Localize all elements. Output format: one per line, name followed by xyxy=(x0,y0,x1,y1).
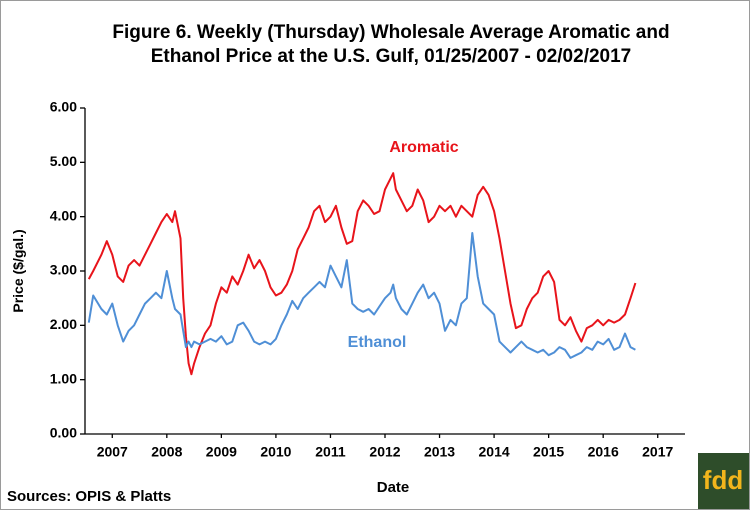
y-tick-label: 1.00 xyxy=(50,370,77,386)
logo-text: fdd xyxy=(703,465,743,495)
x-axis-label: Date xyxy=(377,479,410,496)
chart-subtitle: Ethanol Price at the U.S. Gulf, 01/25/20… xyxy=(151,46,632,67)
y-tick-label: 4.00 xyxy=(50,207,77,223)
y-tick-label: 3.00 xyxy=(50,262,77,278)
x-tick-label: 2017 xyxy=(642,444,673,460)
y-tick-label: 2.00 xyxy=(50,316,77,332)
x-tick-label: 2010 xyxy=(260,444,291,460)
data-line xyxy=(87,232,636,359)
y-axis-label: Price ($/gal.) xyxy=(10,229,26,312)
x-tick-label: 2011 xyxy=(315,444,346,460)
y-tick-label: 6.00 xyxy=(50,99,77,115)
x-tick-label: 2009 xyxy=(206,444,237,460)
series-label: Ethanol xyxy=(348,334,407,351)
y-tick-label: 5.00 xyxy=(50,153,77,169)
x-tick-label: 2012 xyxy=(369,444,400,460)
x-tick-label: 2013 xyxy=(424,444,455,460)
data-line xyxy=(87,172,637,376)
x-tick-label: 2016 xyxy=(588,444,619,460)
y-tick-label: 0.00 xyxy=(50,425,77,441)
chart-title: Figure 6. Weekly (Thursday) Wholesale Av… xyxy=(112,22,669,43)
x-tick-label: 2008 xyxy=(151,444,182,460)
x-tick-label: 2015 xyxy=(533,444,564,460)
series-label: Aromatic xyxy=(389,139,458,156)
source-note: Sources: OPIS & Platts xyxy=(7,488,171,505)
logo-box xyxy=(698,453,749,509)
x-tick-label: 2007 xyxy=(97,444,128,460)
x-tick-label: 2014 xyxy=(479,444,510,460)
